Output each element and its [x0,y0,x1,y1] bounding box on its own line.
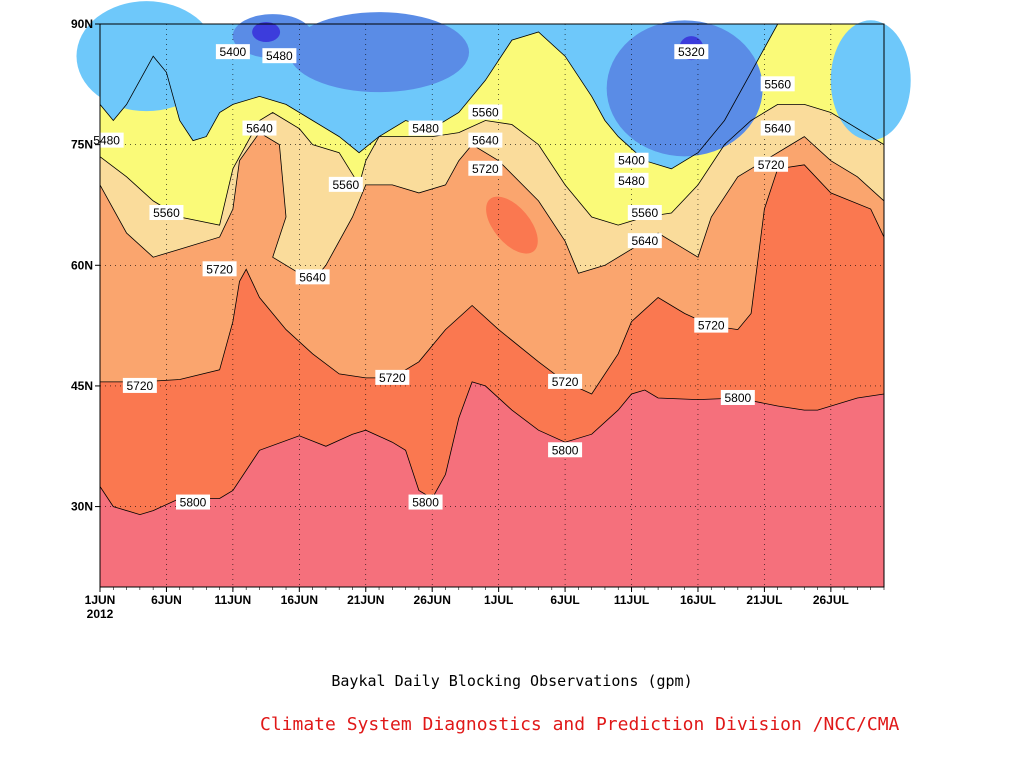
contour-label-box [408,120,443,136]
contour-label-box [408,494,443,510]
contour-label-box [375,369,410,385]
contour-label-5480: 5480 [266,49,293,63]
low-center-mid [289,12,470,93]
x-tick-label: 16JUL [680,593,716,607]
contour-label-box [548,373,583,389]
contour-label-box [202,261,237,277]
contour-label-5640: 5640 [764,122,791,136]
contour-label-5560: 5560 [332,178,359,192]
contour-label-5560: 5560 [631,206,658,220]
contour-label-box [262,48,297,64]
contour-label-5720: 5720 [206,262,233,276]
contour-label-box [754,156,789,172]
high-cell-5720 [486,196,538,254]
contour-fills [76,1,911,588]
contour-label-5640: 5640 [246,122,273,136]
x-axis: 1JUN 6JUN 11JUN 16JUN 21JUN 26JUN 1JUL 6JUL 11JU… [85,587,885,621]
plot-frame [99,23,885,588]
low-center-east [606,20,763,157]
contour-label-5640: 5640 [631,234,658,248]
contour-label-5640: 5640 [472,134,499,148]
contour-label-5800: 5800 [724,391,751,405]
contour-line-5560 [99,104,885,226]
x-year-label: 2012 [87,607,114,621]
credit-line: Climate System Diagnostics and Predictio… [260,714,900,735]
contour-label-box [760,120,795,136]
contour-label-box [627,205,662,221]
x-tick-label: 21JUL [746,593,782,607]
x-tick-label: 16JUN [281,593,318,607]
contour-label-box [176,494,211,510]
contour-label-5480: 5480 [93,134,120,148]
contour-label-box [694,317,729,333]
low-center-northeast [830,20,911,141]
contour-label-5480: 5480 [412,122,439,136]
contour-lines [99,23,885,516]
contour-label-5720: 5720 [379,371,406,385]
contour-label-5480: 5480 [618,174,645,188]
x-tick-label: 11JUL [614,593,649,607]
low-core-mid [252,22,281,43]
chart-title: Baykal Daily Blocking Observations (gpm) [331,672,693,690]
x-tick-label: 26JUL [813,593,849,607]
contour-label-box [468,104,503,120]
contour-label-box [149,205,184,221]
low-center-west [76,1,217,112]
contour-label-box [674,44,709,60]
contour-line-5640 [99,132,885,282]
contour-label-box [468,132,503,148]
contour-label-box [720,389,755,405]
y-axis: 30N 45N 60N 75N 90N [71,17,100,514]
contour-label-5720: 5720 [552,375,579,389]
contour-label-5400: 5400 [220,45,247,59]
contour-label-5720: 5720 [127,379,154,393]
x-tick-label: 21JUN [347,593,384,607]
contour-line-5480 [99,23,884,170]
contour-label-box [614,152,649,168]
y-tick-label: 75N [71,138,93,152]
contour-label-5320: 5320 [678,45,705,59]
contour-label-5800: 5800 [412,496,439,510]
y-tick-label: 60N [71,258,93,272]
x-tick-label: 26JUN [414,593,451,607]
contour-label-box [215,44,250,60]
contour-label-5560: 5560 [764,77,791,91]
contour-label-5800: 5800 [552,443,579,457]
band-5800 [100,381,884,587]
contour-line-5800 [99,381,885,516]
contour-label-box [614,172,649,188]
contour-label-box [89,132,124,148]
x-tick-label: 1JUL [484,593,513,607]
contour-label-5560: 5560 [472,105,499,119]
contour-label-box [242,120,277,136]
contour-label-box [295,269,330,285]
contour-label-5800: 5800 [180,496,207,510]
y-tick-label: 45N [71,379,93,393]
x-tick-label: 11JUN [215,593,252,607]
contour-label-5640: 5640 [299,270,326,284]
contour-label-5400: 5400 [618,154,645,168]
contour-label-5560: 5560 [153,206,180,220]
contour-label-box [328,176,363,192]
contour-label-box [627,233,662,249]
contour-label-box [760,76,795,92]
x-tick-label: 6JUN [151,593,182,607]
contour-label-box [122,377,157,393]
contour-label-box [548,442,583,458]
contour-label-5720: 5720 [472,162,499,176]
y-tick-label: 30N [71,500,93,514]
y-tick-label: 90N [71,17,93,31]
x-tick-label: 1JUN [85,593,116,607]
x-tick-label: 6JUL [550,593,579,607]
contour-labels: 5800 5800 5800 5800 5720 5720 5720 5720 5720 5720… [89,44,795,510]
contour-label-5720: 5720 [698,319,725,333]
contour-label-5720: 5720 [758,158,785,172]
contour-label-box [468,160,503,176]
